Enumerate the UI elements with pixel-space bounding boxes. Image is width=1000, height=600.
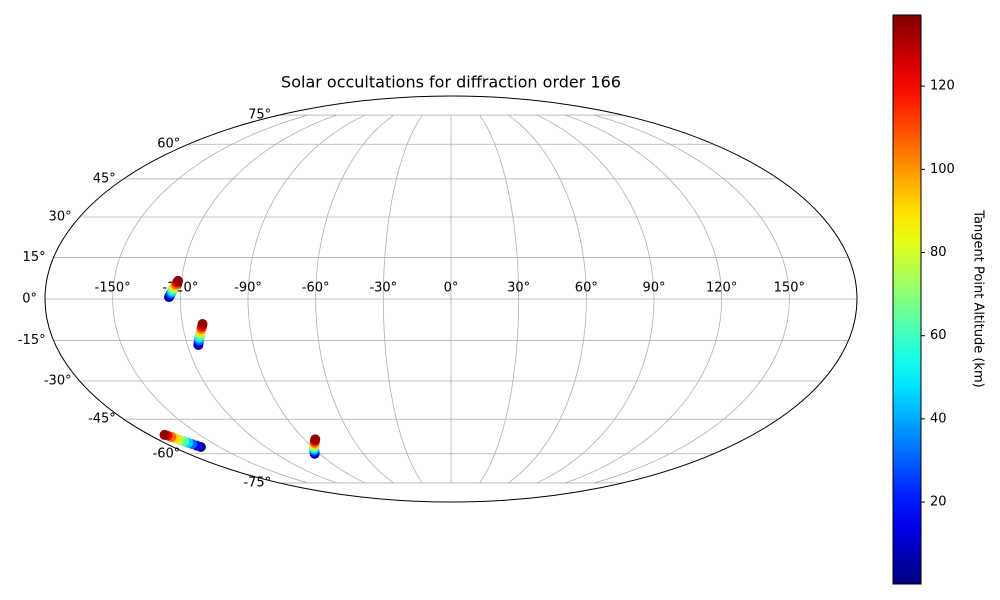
y-tick-label: 75°: [248, 108, 271, 123]
x-tick-label: 60°: [575, 281, 598, 296]
colorbar-tick-label: 120: [930, 79, 955, 94]
x-tick-label: 0°: [444, 281, 459, 296]
y-tick-label: -45°: [88, 412, 116, 427]
colorbar-tick-label: 100: [930, 162, 955, 177]
map-boundary: [44, 95, 858, 503]
grid-line: [594, 114, 790, 484]
colorbar-tick-label: 80: [930, 245, 947, 260]
grid-line: [112, 114, 308, 484]
x-tick-label: -30°: [369, 281, 397, 296]
scatter-point: [159, 429, 170, 440]
chart-title: Solar occultations for diffraction order…: [281, 73, 621, 92]
y-tick-label: 45°: [93, 171, 116, 186]
colorbar-tick-label: 20: [930, 495, 947, 510]
colorbar-label: Tangent Point Altitude (km): [971, 209, 986, 387]
y-tick-label: -15°: [18, 333, 46, 348]
y-tick-label: 60°: [157, 137, 180, 152]
x-tick-label: 30°: [507, 281, 530, 296]
y-tick-label: 30°: [49, 209, 72, 224]
scatter-point: [173, 275, 184, 286]
grid-line: [315, 114, 394, 484]
y-tick-label: -30°: [44, 374, 72, 389]
grid-line: [247, 114, 366, 484]
x-tick-label: -150°: [95, 281, 131, 296]
grid-line: [536, 114, 655, 484]
x-tick-label: -90°: [234, 281, 262, 296]
grid-line: [508, 114, 587, 484]
grid-line: [179, 114, 337, 484]
x-tick-label: -60°: [302, 281, 330, 296]
x-tick-label: 150°: [774, 281, 805, 296]
grid-line: [479, 114, 520, 484]
grid-line: [382, 114, 423, 484]
colorbar-tick-label: 60: [930, 328, 947, 343]
y-tick-label: 0°: [22, 292, 37, 307]
colorbar-tick-label: 40: [930, 411, 947, 426]
grid-line: [565, 114, 723, 484]
y-tick-label: -60°: [153, 446, 181, 461]
x-tick-label: 90°: [642, 281, 665, 296]
scatter-point: [197, 319, 208, 330]
scatter-point: [310, 434, 321, 445]
x-tick-label: 120°: [706, 281, 737, 296]
colorbar: [892, 14, 922, 585]
y-tick-label: -75°: [243, 475, 271, 490]
y-tick-label: 15°: [23, 250, 46, 265]
